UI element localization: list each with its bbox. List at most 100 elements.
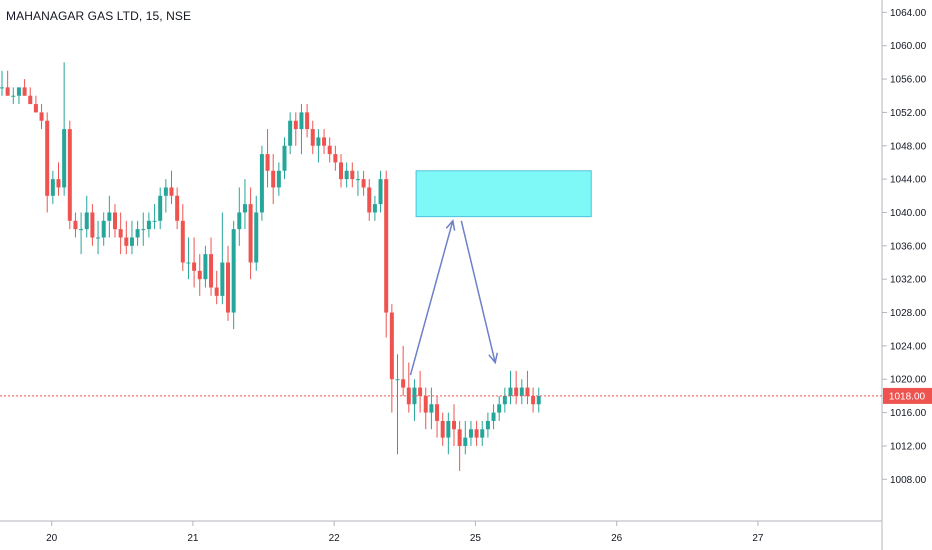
price-tick-label: 1048.00 [890,141,927,152]
candle-body [197,270,202,280]
candle-body [129,237,134,246]
candle-body [254,212,259,263]
candle-body [101,220,106,238]
candle-body [28,95,33,105]
price-tick-label: 1040.00 [890,208,927,219]
price-tick-label: 1044.00 [890,175,927,186]
candle-body [67,129,72,221]
candle-body [344,170,349,180]
time-axis: 20 21 22 25 26 27 [46,521,764,544]
candle-body [5,87,10,96]
price-tick-label: 1024.00 [890,341,927,352]
current-price-label: 1018.00 [889,391,926,402]
price-tick-label: 1064.00 [890,8,927,19]
price-tick-label: 1056.00 [890,75,927,86]
time-tick-label: 25 [470,533,482,544]
candle-body [152,220,157,222]
candle-body [401,379,406,388]
candle-body [293,120,298,130]
candle-body [457,429,462,446]
candle-body [0,87,4,89]
candle-body [259,154,264,213]
candle-body [536,395,541,405]
candle-body [84,212,89,230]
candle-body [282,145,287,171]
candle-body [231,229,236,313]
price-tick-label: 1060.00 [890,41,927,52]
candle-body [316,137,321,146]
candlesticks [0,62,541,471]
candle-body [158,195,163,221]
target-zone-rect [415,170,592,218]
candle-body [446,420,451,438]
candle-body [220,262,225,296]
candle-body [531,395,536,405]
candle-body [508,387,513,396]
candle-body [186,262,191,264]
candle-body [497,404,502,413]
candle-body [265,154,270,171]
candle-body [514,387,519,396]
candle-body [355,179,360,181]
candle-body [124,237,129,246]
candle-body [525,387,530,396]
price-tick-label: 1016.00 [890,408,927,419]
candle-body [135,229,140,238]
price-tick-label: 1020.00 [890,375,927,386]
candle-body [333,154,338,163]
candle-body [56,179,61,188]
candle-body [96,237,101,239]
candle-body [79,229,84,231]
arrow-up-head [445,219,456,231]
price-tick-label: 1036.00 [890,241,927,252]
candle-body [33,104,38,113]
candle-body [384,179,389,313]
candle-body [378,179,383,205]
candle-body [107,212,112,221]
candle-body [175,195,180,221]
candle-body [310,129,315,146]
candle-body [209,254,214,288]
candle-body [423,395,428,413]
drawings [409,170,592,376]
candle-body [299,112,304,130]
arrow-up-shaft [409,220,454,376]
candle-body [39,112,44,121]
candle-body [118,229,123,238]
candle-body [389,312,394,380]
price-tick-label: 1012.00 [890,441,927,452]
candle-body [480,429,485,438]
candle-body [180,220,185,263]
candle-body [519,387,524,396]
candle-body [271,170,276,188]
chart-title: MAHANAGAR GAS LTD, 15, NSE [6,9,192,23]
time-tick-label: 26 [611,533,623,544]
candle-body [350,170,355,180]
candle-body [463,437,468,446]
time-tick-label: 21 [187,533,199,544]
candle-body [248,204,253,263]
candle-body [339,162,343,180]
candle-body [50,179,55,196]
candle-body [11,95,16,97]
price-tick-label: 1028.00 [890,308,927,319]
candle-body [485,420,490,430]
candle-body [203,254,208,280]
current-price-badge [883,387,932,404]
candle-body [361,179,366,188]
candle-body [45,120,50,196]
candle-body [327,145,332,155]
candle-body [395,379,400,381]
price-tick-label: 1008.00 [890,475,927,486]
candle-body [141,229,146,231]
candle-body [491,412,496,421]
price-tick-label: 1032.00 [890,275,927,286]
candle-body [242,204,247,213]
candle-body [16,87,21,96]
candle-body [237,212,242,230]
time-tick-label: 20 [46,533,58,544]
candle-body [412,387,417,405]
candle-body [192,262,197,271]
candle-body [429,404,434,413]
